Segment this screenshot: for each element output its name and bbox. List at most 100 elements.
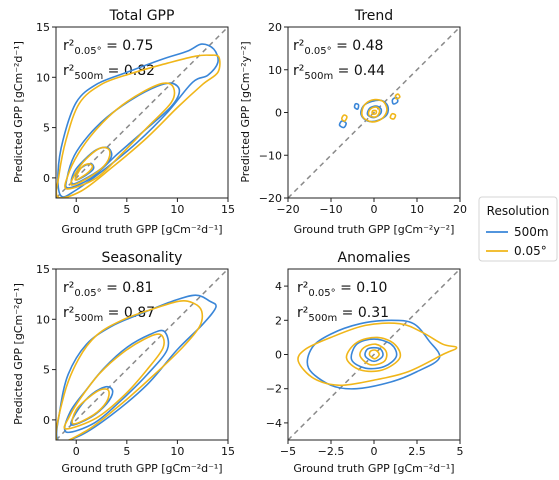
plot-area <box>56 27 228 198</box>
contour-line <box>345 336 402 373</box>
legend: Resolution 500m 0.05° <box>478 196 558 262</box>
x-tick-label: 5 <box>123 445 130 458</box>
y-tick-label: 0 <box>275 349 282 362</box>
x-tick-label: 0 <box>371 203 378 216</box>
x-tick-label: 2.5 <box>408 445 426 458</box>
axes-frame <box>55 26 229 199</box>
panel-title: Anomalies <box>338 250 411 266</box>
x-axis-label: Ground truth GPP [gCm⁻²d⁻¹] <box>61 223 222 236</box>
series-0.05° <box>340 93 401 123</box>
y-tick-label: 0 <box>275 107 282 120</box>
contour-line <box>394 93 401 100</box>
x-axis-label: Ground truth GPP [gCm⁻²d⁻¹] <box>293 462 454 475</box>
x-tick-label: −10 <box>319 203 342 216</box>
x-tick-label: −20 <box>276 203 299 216</box>
x-tick-label: −5 <box>280 445 296 458</box>
contour-line <box>338 120 347 129</box>
x-tick-label: −2.5 <box>318 445 345 458</box>
r2-annotation-500m: r²500m = 0.87 <box>63 305 155 324</box>
identity-line <box>56 269 228 440</box>
legend-label-500m: 500m <box>514 225 549 239</box>
contour-line <box>389 112 397 120</box>
identity-line <box>288 27 460 198</box>
y-tick-label: 10 <box>268 64 282 77</box>
y-tick-label: −4 <box>266 417 282 430</box>
x-tick-label: 0 <box>73 203 80 216</box>
contour-line <box>56 294 217 440</box>
legend-box <box>478 196 558 262</box>
series-500m <box>306 319 441 390</box>
y-tick-label: 2 <box>275 314 282 327</box>
y-tick-label: 0 <box>43 172 50 185</box>
panel-title: Seasonality <box>102 250 183 266</box>
x-tick-label: 10 <box>170 203 184 216</box>
contour-line <box>368 349 380 360</box>
series-0.05° <box>56 54 221 198</box>
r2-annotation-500m: r²500m = 0.44 <box>293 63 385 82</box>
r2-annotation-500m: r²500m = 0.31 <box>297 305 389 324</box>
contour-line <box>71 388 110 425</box>
axes-frame <box>55 268 229 441</box>
y-tick-label: 0 <box>43 414 50 427</box>
plot-area <box>288 27 460 198</box>
contour-line <box>64 82 176 190</box>
y-tick-label: 10 <box>36 313 50 326</box>
r2-annotation-005: r²0.05° = 0.48 <box>293 38 383 57</box>
x-tick-label: 0 <box>73 445 80 458</box>
x-tick-label: 15 <box>221 445 235 458</box>
series-0.05° <box>56 300 204 440</box>
y-tick-label: −2 <box>266 383 282 396</box>
x-tick-label: 20 <box>453 203 467 216</box>
x-axis-label: Ground truth GPP [gCm⁻²y⁻²] <box>294 223 455 236</box>
contour-line <box>350 338 398 370</box>
legend-label-005: 0.05° <box>514 244 547 258</box>
contour-line <box>69 146 111 186</box>
contour-line <box>359 343 388 366</box>
x-tick-label: 10 <box>170 445 184 458</box>
y-tick-label: −20 <box>259 192 282 205</box>
y-tick-label: 5 <box>43 364 50 377</box>
contour-line <box>340 114 348 122</box>
x-tick-label: 0 <box>371 445 378 458</box>
y-tick-label: 20 <box>268 21 282 34</box>
panel-anomalies: Anomalies Ground truth GPP [gCm⁻²d⁻¹] r²… <box>266 250 464 475</box>
y-tick-label: 4 <box>275 280 282 293</box>
y-tick-label: −10 <box>259 149 282 162</box>
panel-total-gpp: Total GPP Ground truth GPP [gCm⁻²d⁻¹] Pr… <box>12 8 235 236</box>
contour-line <box>56 54 221 198</box>
contour-line <box>57 43 219 198</box>
y-tick-label: 15 <box>36 263 50 276</box>
contour-line <box>63 329 170 434</box>
contour-line <box>353 102 360 110</box>
y-axis-label: Predicted GPP [gCm⁻²d⁻¹] <box>12 283 25 425</box>
x-tick-label: 15 <box>221 203 235 216</box>
r2-annotation-005: r²0.05° = 0.81 <box>63 280 153 299</box>
contour-line <box>63 333 165 430</box>
contour-line <box>360 98 388 123</box>
legend-title: Resolution <box>487 204 550 218</box>
panel-trend: Trend Ground truth GPP [gCm⁻²y⁻²] Predic… <box>239 8 467 236</box>
panel-title: Total GPP <box>109 8 175 24</box>
identity-line <box>288 269 460 440</box>
contour-line <box>367 106 381 118</box>
y-tick-label: 15 <box>36 21 50 34</box>
x-tick-label: 5 <box>123 203 130 216</box>
y-axis-label: Predicted GPP [gCm⁻²y⁻²] <box>239 41 252 182</box>
y-tick-label: 5 <box>43 122 50 135</box>
plot-area <box>56 269 228 440</box>
y-axis-label: Predicted GPP [gCm⁻²d⁻¹] <box>12 41 25 183</box>
x-tick-label: 10 <box>410 203 424 216</box>
contour-line <box>306 319 441 390</box>
x-axis-label: Ground truth GPP [gCm⁻²d⁻¹] <box>61 462 222 475</box>
contour-line <box>56 300 204 440</box>
contour-line <box>297 322 458 387</box>
contour-line <box>364 346 384 363</box>
y-tick-label: 10 <box>36 71 50 84</box>
contour-line <box>391 96 399 105</box>
r2-annotation-005: r²0.05° = 0.75 <box>63 38 153 57</box>
series-0.05° <box>297 322 458 387</box>
x-tick-label: 5 <box>457 445 464 458</box>
panel-seasonality: Seasonality Ground truth GPP [gCm⁻²d⁻¹] … <box>12 250 235 475</box>
panel-title: Trend <box>354 8 393 24</box>
